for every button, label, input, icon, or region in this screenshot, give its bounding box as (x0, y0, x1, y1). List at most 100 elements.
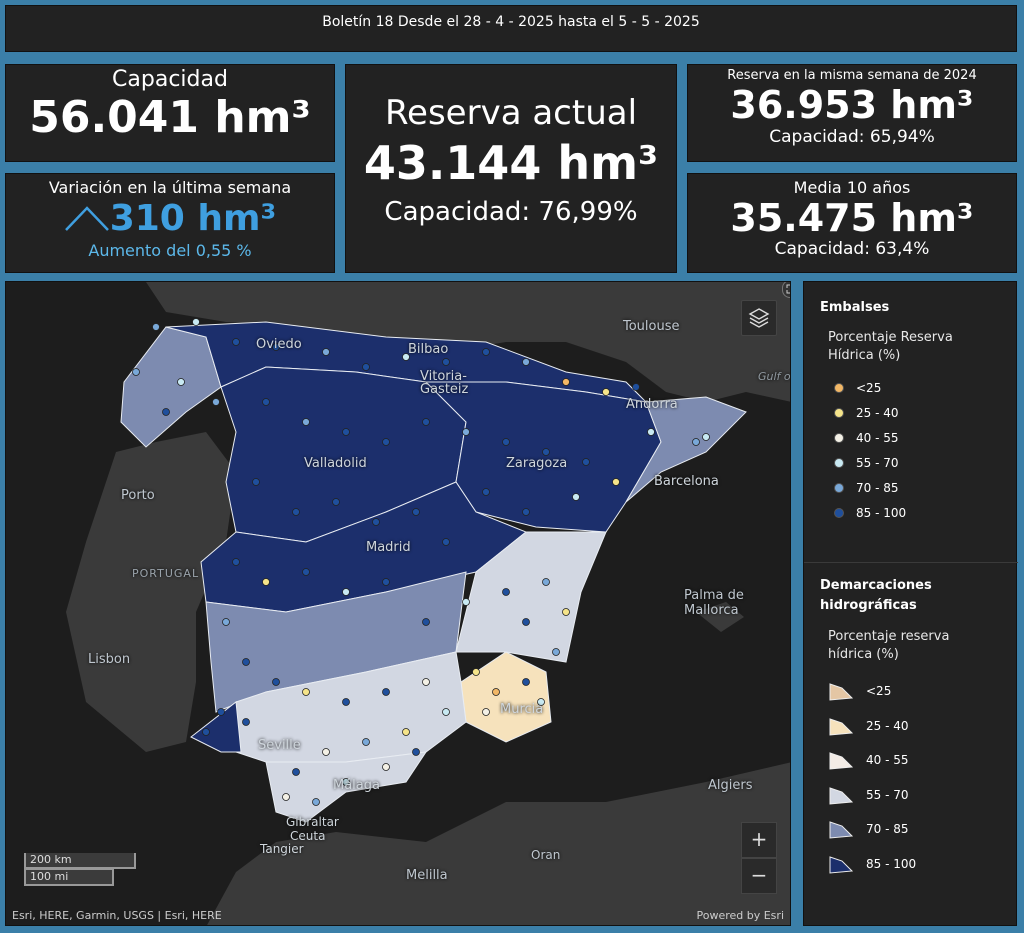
reservoir-dot[interactable] (412, 748, 420, 756)
label-zaragoza: Zaragoza (506, 456, 568, 471)
reservoir-dot[interactable] (192, 318, 200, 326)
reservoir-class-label: 40 - 55 (856, 430, 899, 445)
reservoir-dot[interactable] (692, 438, 700, 446)
reservoir-dot[interactable] (212, 398, 220, 406)
reservoir-dot[interactable] (232, 558, 240, 566)
reservoir-dot[interactable] (632, 383, 640, 391)
reservoir-dot[interactable] (262, 578, 270, 586)
reservoir-dot[interactable] (217, 708, 225, 716)
reservoir-dot[interactable] (382, 578, 390, 586)
last-year-reserve-card: Reserva en la misma semana de 2024 36.95… (687, 64, 1017, 162)
basemap (66, 282, 790, 925)
reservoir-dot[interactable] (302, 568, 310, 576)
reservoir-dot[interactable] (162, 408, 170, 416)
reservoir-class-swatch (834, 407, 844, 418)
reservoir-dot[interactable] (362, 363, 370, 371)
label-oviedo: Oviedo (256, 337, 302, 352)
reservoir-dot[interactable] (342, 588, 350, 596)
reservoir-dot[interactable] (342, 428, 350, 436)
reservoir-dot[interactable] (552, 648, 560, 656)
reservoir-dot[interactable] (362, 738, 370, 746)
reservoir-dot[interactable] (202, 728, 210, 736)
reservoir-dot[interactable] (402, 728, 410, 736)
reservoir-dot[interactable] (537, 698, 545, 706)
reservoir-dot[interactable] (312, 798, 320, 806)
label-valladolid: Valladolid (304, 456, 367, 471)
reservoir-dot[interactable] (522, 678, 530, 686)
reservoir-dot[interactable] (322, 748, 330, 756)
reservoir-dot[interactable] (502, 588, 510, 596)
variation-value: 310 hm³ (109, 198, 277, 239)
zoom-in-button[interactable]: + (741, 822, 777, 858)
africa-land (207, 762, 790, 925)
reservoir-dot[interactable] (602, 388, 610, 396)
reservoir-dot[interactable] (562, 608, 570, 616)
reservoir-dot[interactable] (482, 488, 490, 496)
reservoir-dot[interactable] (272, 678, 280, 686)
reservoir-dot[interactable] (372, 518, 380, 526)
reservoir-dot[interactable] (542, 448, 550, 456)
reservoir-dot[interactable] (132, 368, 140, 376)
reservoir-dot[interactable] (252, 478, 260, 486)
map-attribution[interactable]: Esri, HERE, Garmin, USGS | Esri, HERE (12, 909, 222, 922)
reservoir-dot[interactable] (382, 438, 390, 446)
reservoir-dot[interactable] (502, 438, 510, 446)
reservoir-dot[interactable] (272, 343, 280, 351)
reservoir-dot[interactable] (152, 323, 160, 331)
reservoir-dot[interactable] (482, 708, 490, 716)
reservoir-dot[interactable] (302, 688, 310, 696)
reservoir-dot[interactable] (412, 508, 420, 516)
reservoir-dot[interactable] (232, 338, 240, 346)
reservoir-dot[interactable] (462, 598, 470, 606)
powered-by-esri[interactable]: Powered by Esri (696, 909, 784, 922)
reservoir-dot[interactable] (177, 378, 185, 386)
reservoir-dot[interactable] (342, 698, 350, 706)
reservoir-dot[interactable] (442, 708, 450, 716)
reservoir-dot[interactable] (422, 678, 430, 686)
reservoir-dot[interactable] (582, 458, 590, 466)
reservoir-class-row: 85 - 100 (828, 500, 978, 525)
bulletin-header: Boletín 18 Desde el 28 - 4 - 2025 hasta … (5, 5, 1017, 52)
legend-districts-subtitle: Porcentaje reserva hídrica (%) (828, 629, 950, 662)
reservoir-dot[interactable] (382, 688, 390, 696)
reservoir-dot[interactable] (542, 578, 550, 586)
reservoir-dot[interactable] (522, 618, 530, 626)
legend-districts: Demarcaciones hidrográficas Porcentaje r… (820, 576, 978, 881)
reservoir-dot[interactable] (442, 358, 450, 366)
reservoir-dot[interactable] (332, 498, 340, 506)
expand-icon (786, 284, 790, 294)
reservoir-dot[interactable] (612, 478, 620, 486)
reservoir-map[interactable]: Toulouse Gulf o Oviedo Bilbao Vitoria- G… (5, 281, 791, 926)
reservoir-dot[interactable] (322, 348, 330, 356)
reservoir-dot[interactable] (482, 348, 490, 356)
reservoir-dot[interactable] (382, 763, 390, 771)
reservoir-dot[interactable] (702, 433, 710, 441)
reservoir-dot[interactable] (402, 353, 410, 361)
label-andorra: Andorra (626, 397, 678, 412)
reservoir-dot[interactable] (492, 688, 500, 696)
reservoir-dot[interactable] (342, 778, 350, 786)
reservoir-dot[interactable] (262, 398, 270, 406)
reservoir-dot[interactable] (292, 768, 300, 776)
reservoir-dot[interactable] (242, 718, 250, 726)
reservoir-dot[interactable] (572, 493, 580, 501)
reservoir-dot[interactable] (462, 428, 470, 436)
reservoir-dot[interactable] (472, 668, 480, 676)
reservoir-dot[interactable] (562, 378, 570, 386)
fullscreen-button[interactable] (782, 282, 790, 298)
reservoir-dot[interactable] (647, 428, 655, 436)
reservoir-dot[interactable] (242, 658, 250, 666)
reservoir-dot[interactable] (422, 418, 430, 426)
reservoir-dot[interactable] (282, 793, 290, 801)
reservoir-dot[interactable] (222, 618, 230, 626)
reservoir-dot[interactable] (302, 418, 310, 426)
zoom-out-button[interactable]: − (741, 858, 777, 894)
reservoir-dot[interactable] (422, 618, 430, 626)
reservoir-dot[interactable] (442, 538, 450, 546)
layers-button[interactable] (741, 300, 777, 336)
district-class-row: 25 - 40 (828, 709, 978, 744)
reservoir-dot[interactable] (292, 508, 300, 516)
reservoir-dot[interactable] (522, 358, 530, 366)
reservoir-class-row: 55 - 70 (828, 450, 978, 475)
reservoir-dot[interactable] (522, 508, 530, 516)
